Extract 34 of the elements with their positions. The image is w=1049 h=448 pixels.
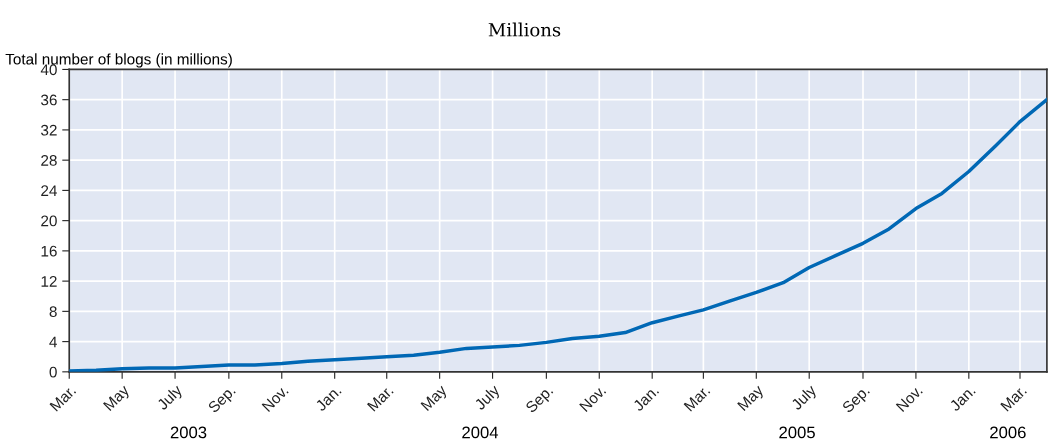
y-tick-label: 20: [41, 215, 57, 227]
x-tick-label: Jan.: [314, 385, 342, 412]
y-tick-label: 4: [49, 336, 57, 348]
x-tick-label: Mar.: [683, 385, 711, 412]
x-tick-label: Mar.: [49, 385, 77, 412]
x-tick-label: Nov.: [579, 385, 607, 413]
x-tick-label: July: [790, 383, 820, 413]
text: 2003: [170, 426, 207, 439]
x-tick-label: May: [103, 384, 133, 414]
y-tick-label: 8: [49, 306, 57, 318]
text: 2004: [462, 426, 499, 439]
x-tick-label: Jan.: [948, 385, 976, 412]
x-tick-label: May: [737, 384, 767, 414]
y-tick-label: 12: [41, 275, 57, 287]
x-tick-label: July: [156, 383, 186, 413]
chart-subtitle: Millions: [488, 22, 561, 37]
y-tick-label: 0: [49, 366, 57, 378]
y-tick-label: 32: [41, 124, 57, 136]
y-tick-label: 28: [41, 155, 57, 166]
text: 2006: [990, 426, 1026, 439]
x-tick-label: Jan.: [632, 385, 660, 412]
text: 2005: [779, 426, 815, 439]
x-tick-label: Mar.: [367, 385, 394, 412]
x-tick-label: Sep.: [524, 384, 556, 416]
y-tick-label: 16: [41, 245, 57, 257]
y-tick-label: 36: [41, 94, 57, 106]
x-tick-label: July: [473, 383, 503, 413]
x-tick-label: Nov.: [261, 385, 289, 413]
x-tick-label: Nov.: [895, 385, 923, 413]
y-tick-label: 24: [41, 185, 57, 196]
x-tick-label: Mar.: [1000, 385, 1027, 412]
x-tick-label: Sep.: [207, 384, 238, 416]
x-tick-label: Sep.: [841, 384, 873, 416]
x-tick-label: May: [420, 384, 450, 414]
